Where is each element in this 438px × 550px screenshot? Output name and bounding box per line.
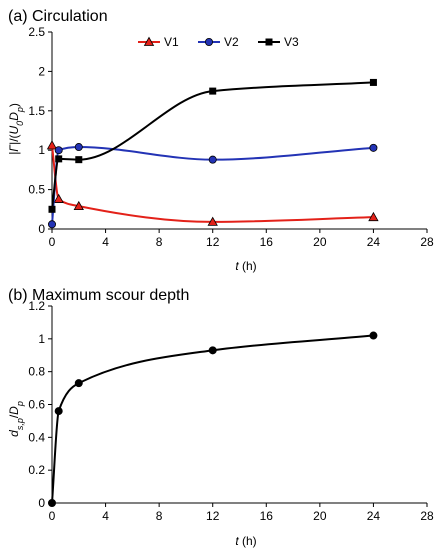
chart-a-series-2-line bbox=[51, 81, 374, 210]
legend-v1-label: V1 bbox=[164, 35, 179, 49]
chart-a-series-2-point bbox=[369, 78, 377, 86]
chart-a-x-tick-label: 12 bbox=[206, 235, 220, 249]
chart-a-y-tick-label: 1.5 bbox=[28, 104, 45, 118]
chart-a-y-tick-label: 0 bbox=[38, 222, 45, 236]
chart-a-series-0-point bbox=[73, 200, 84, 211]
chart-b-y-tick-label: 0.8 bbox=[28, 365, 45, 379]
legend-v2-marker bbox=[204, 38, 213, 47]
legend-v1-marker bbox=[143, 36, 155, 46]
chart-a-series-1-point bbox=[208, 155, 217, 164]
chart-scour-depth: (b) Maximum scour depth t (h) ds,p/Dp 00… bbox=[7, 287, 434, 548]
chart-a-x-tick-label: 28 bbox=[420, 235, 434, 249]
chart-b-y-tick-label: 1.2 bbox=[28, 299, 45, 313]
legend-v3-marker bbox=[265, 38, 273, 46]
chart-b-title: (b) Maximum scour depth bbox=[8, 287, 189, 304]
chart-b-series-0-point bbox=[54, 407, 63, 416]
chart-a-series-0-point bbox=[368, 211, 379, 222]
chart-a-series-0-point bbox=[46, 140, 58, 150]
chart-a-x-tick-label: 8 bbox=[156, 235, 163, 249]
chart-b-series-0-point bbox=[369, 331, 378, 340]
chart-b-x-label: t (h) bbox=[235, 534, 256, 548]
chart-a-series-2-point bbox=[48, 205, 56, 213]
chart-b-x-tick-label: 20 bbox=[313, 509, 327, 523]
chart-a-x-tick-label: 20 bbox=[313, 235, 327, 249]
chart-a-y-tick-label: 2.5 bbox=[28, 25, 45, 39]
chart-a-title: (a) Circulation bbox=[8, 8, 108, 25]
chart-b-series-0-point bbox=[48, 498, 57, 507]
chart-b-x-tick-label: 8 bbox=[156, 509, 163, 523]
chart-b-y-tick-label: 0.4 bbox=[28, 430, 45, 444]
chart-b-x-tick-label: 4 bbox=[102, 509, 109, 523]
chart-a-series-2-point bbox=[75, 156, 83, 164]
chart-b-x-tick-label: 24 bbox=[367, 509, 381, 523]
chart-a-legend: V1 V2 V3 bbox=[138, 35, 299, 49]
chart-a-plot-area: 0 0.5 1 1.5 2 2.5 0 4 8 12 16 20 24 28 bbox=[28, 25, 434, 249]
chart-a-series-1-point bbox=[74, 143, 83, 152]
chart-b-x-tick-label: 0 bbox=[49, 509, 56, 523]
chart-a-x-tick-label: 0 bbox=[49, 235, 56, 249]
chart-a-series-2-point bbox=[55, 155, 63, 163]
chart-b-x-tick-label: 16 bbox=[260, 509, 274, 523]
chart-a-series-1-point bbox=[369, 143, 378, 152]
chart-b-x-tick-label: 12 bbox=[206, 509, 220, 523]
chart-a-x-tick-label: 24 bbox=[367, 235, 381, 249]
chart-b-y-label: ds,p/Dp bbox=[7, 401, 25, 437]
chart-a-series-1-point bbox=[54, 146, 63, 155]
chart-a-y-tick-label: 1 bbox=[38, 143, 45, 157]
chart-a-series-1-point bbox=[48, 220, 57, 229]
chart-b-y-tick-label: 0.6 bbox=[28, 398, 45, 412]
chart-a-series-2-point bbox=[209, 87, 217, 95]
legend-v2-label: V2 bbox=[224, 35, 239, 49]
chart-a-y-label: |Γ|/(U0Dp) bbox=[7, 103, 25, 155]
chart-b-y-tick-label: 0 bbox=[38, 496, 45, 510]
chart-a-x-tick-label: 16 bbox=[260, 235, 274, 249]
chart-b-y-tick-label: 0.2 bbox=[28, 463, 45, 477]
chart-b-series-0-point bbox=[74, 379, 83, 388]
chart-a-series-0-point bbox=[53, 193, 64, 203]
chart-a-series-0-point bbox=[207, 216, 218, 226]
chart-a-y-tick-label: 2 bbox=[38, 64, 45, 78]
chart-b-x-tick-label: 28 bbox=[420, 509, 434, 523]
chart-a-x-label: t (h) bbox=[235, 259, 256, 273]
chart-b-series-0-point bbox=[208, 346, 217, 355]
chart-b-series-0-line bbox=[51, 334, 374, 504]
chart-a-y-tick-label: 0.5 bbox=[28, 183, 45, 197]
chart-circulation: (a) Circulation t (h) |Γ|/(U0Dp) 0 0.5 1 1.… bbox=[7, 8, 434, 273]
chart-b-y-tick-label: 1 bbox=[38, 332, 45, 346]
chart-a-x-tick-label: 4 bbox=[102, 235, 109, 249]
chart-b-plot-area: 0 0.2 0.4 0.6 0.8 1 1.2 0 4 8 12 16 20 24 28 bbox=[28, 299, 434, 523]
legend-v3-label: V3 bbox=[284, 35, 299, 49]
